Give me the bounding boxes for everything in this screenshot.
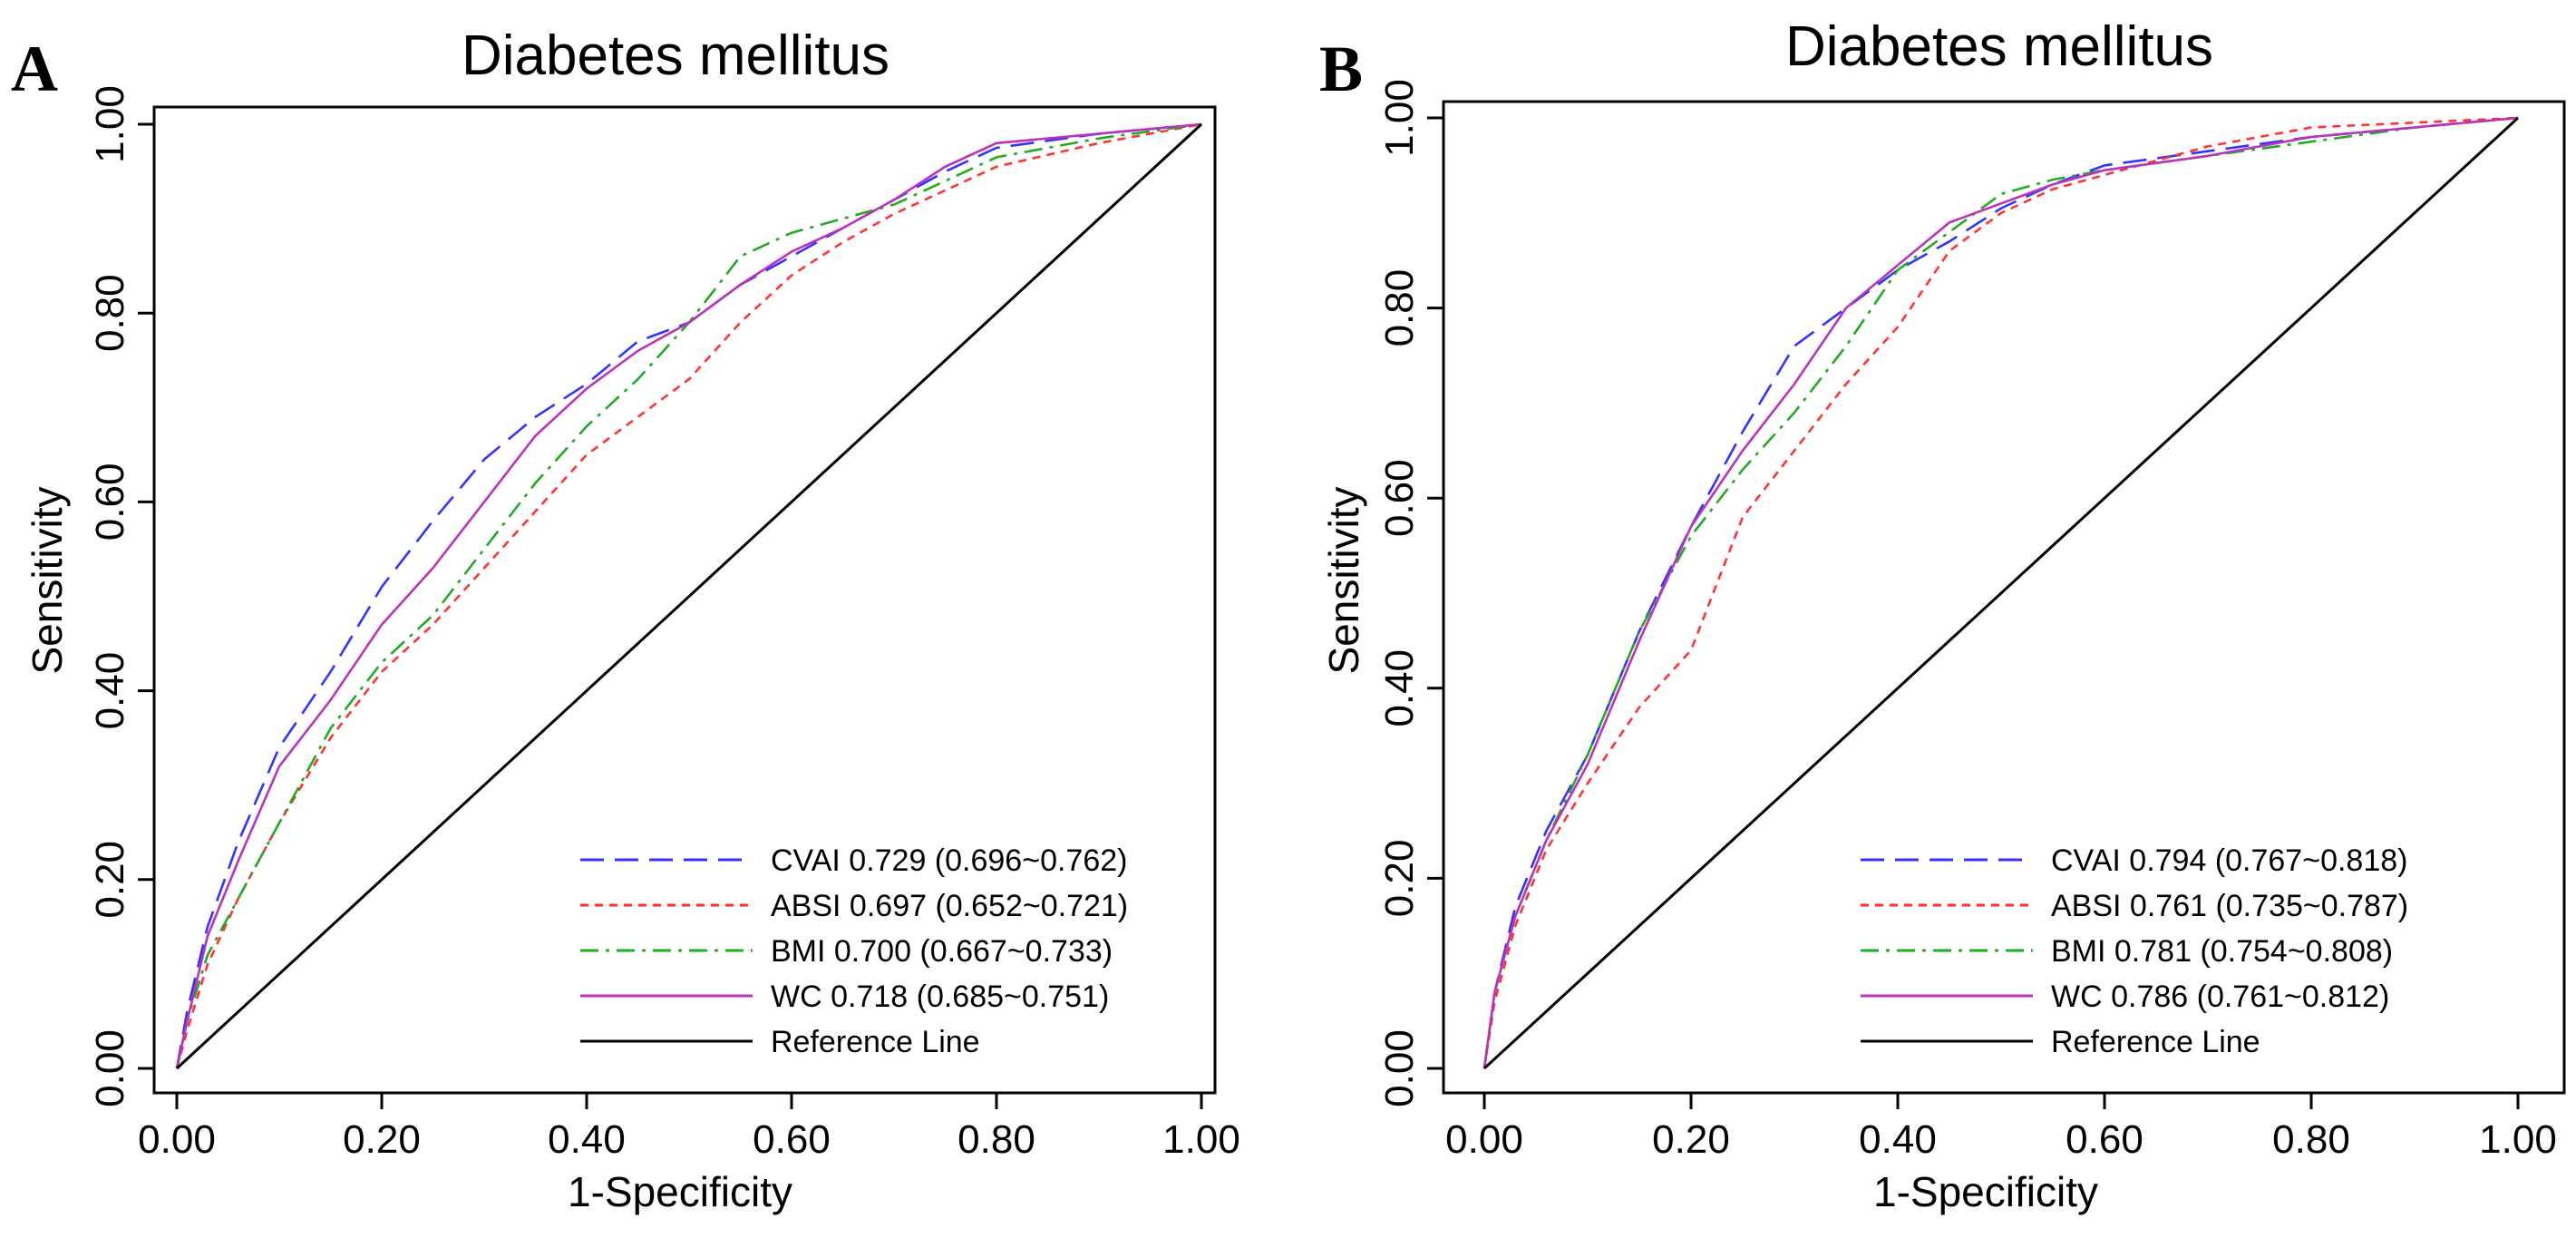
y-tick-label: 1.00 [88, 85, 132, 163]
series-line-wc [1482, 116, 2519, 1069]
x-tick-label: 0.80 [2272, 1117, 2350, 1162]
y-tick-label: 0.40 [1377, 649, 1422, 727]
chart-title-a: Diabetes mellitus [462, 24, 889, 87]
plot-box-b [1442, 100, 2566, 1095]
legend-entry: BMI 0.700 (0.667~0.733) [771, 934, 1113, 969]
x-tick-label: 0.60 [753, 1117, 831, 1162]
panel-label-a: A [11, 33, 58, 105]
legend-entry: WC 0.718 (0.685~0.751) [771, 980, 1109, 1014]
y-tick-label: 0.80 [88, 274, 132, 352]
y-tick-label: 0.00 [1377, 1029, 1422, 1107]
series-line-wc [175, 122, 1202, 1069]
series-line-absi [175, 122, 1202, 1069]
x-tick-label: 0.40 [548, 1117, 626, 1162]
panel-b: B Diabetes mellitus 1-Specificity Sensit… [1319, 15, 2566, 1215]
series-line-bmi [175, 122, 1202, 1069]
x-tick-label: 1.00 [1162, 1117, 1240, 1162]
x-ticks-b: 0.00 0.20 0.40 0.60 0.80 1.00 [1445, 1093, 2557, 1162]
x-tick-label: 0.00 [138, 1117, 216, 1162]
series-line-absi [1482, 116, 2519, 1069]
y-axis-title-a: Sensitivity [24, 486, 71, 674]
y-tick-label: 1.00 [1377, 79, 1422, 157]
x-tick-label: 0.20 [343, 1117, 421, 1162]
x-tick-label: 0.20 [1652, 1117, 1730, 1162]
y-axis-title-b: Sensitivity [1320, 486, 1367, 674]
y-tick-label: 0.40 [88, 652, 132, 730]
y-tick-label: 0.20 [1377, 840, 1422, 918]
series-lines-b [1482, 116, 2520, 1070]
y-ticks-b: 0.00 0.20 0.40 0.60 0.80 1.00 [1377, 79, 1444, 1107]
legend-entry: WC 0.786 (0.761~0.812) [2051, 980, 2389, 1014]
series-line-cvai [1482, 116, 2519, 1069]
x-axis-title-a: 1-Specificity [568, 1168, 792, 1215]
y-tick-label: 0.20 [88, 841, 132, 919]
x-tick-label: 1.00 [2479, 1117, 2557, 1162]
legend-entry: Reference Line [771, 1025, 980, 1059]
plot-box-a [152, 105, 1217, 1095]
x-tick-label: 0.80 [957, 1117, 1035, 1162]
legend-entry: CVAI 0.794 (0.767~0.818) [2051, 843, 2407, 878]
y-ticks-a: 0.00 0.20 0.40 0.60 0.80 1.00 [88, 85, 154, 1107]
x-axis-title-b: 1-Specificity [1873, 1168, 2098, 1215]
chart-title-b: Diabetes mellitus [1785, 15, 2213, 78]
legend-entry: BMI 0.781 (0.754~0.808) [2051, 934, 2393, 969]
legend-entry: ABSI 0.761 (0.735~0.787) [2051, 889, 2408, 923]
series-line-reference-line [175, 122, 1203, 1070]
x-tick-label: 0.40 [1859, 1117, 1937, 1162]
x-tick-label: 0.00 [1445, 1117, 1523, 1162]
legend-a: CVAI 0.729 (0.696~0.762) ABSI 0.697 (0.65… [580, 843, 1128, 1059]
legend-b: CVAI 0.794 (0.767~0.818) ABSI 0.761 (0.73… [1861, 843, 2408, 1059]
legend-entry: CVAI 0.729 (0.696~0.762) [771, 843, 1127, 878]
series-lines-a [175, 122, 1203, 1070]
y-tick-label: 0.00 [88, 1029, 132, 1107]
series-line-reference-line [1482, 116, 2520, 1070]
panel-label-b: B [1319, 33, 1363, 105]
y-tick-label: 0.60 [1377, 459, 1422, 537]
x-ticks-a: 0.00 0.20 0.40 0.60 0.80 1.00 [138, 1093, 1240, 1162]
panel-a: A Diabetes mellitus 1-Specificity Sensit… [11, 24, 1240, 1215]
legend-entry: Reference Line [2051, 1025, 2260, 1059]
y-tick-label: 0.80 [1377, 269, 1422, 347]
legend-entry: ABSI 0.697 (0.652~0.721) [771, 889, 1128, 923]
series-line-cvai [175, 122, 1202, 1069]
x-tick-label: 0.60 [2066, 1117, 2143, 1162]
y-tick-label: 0.60 [88, 463, 132, 541]
